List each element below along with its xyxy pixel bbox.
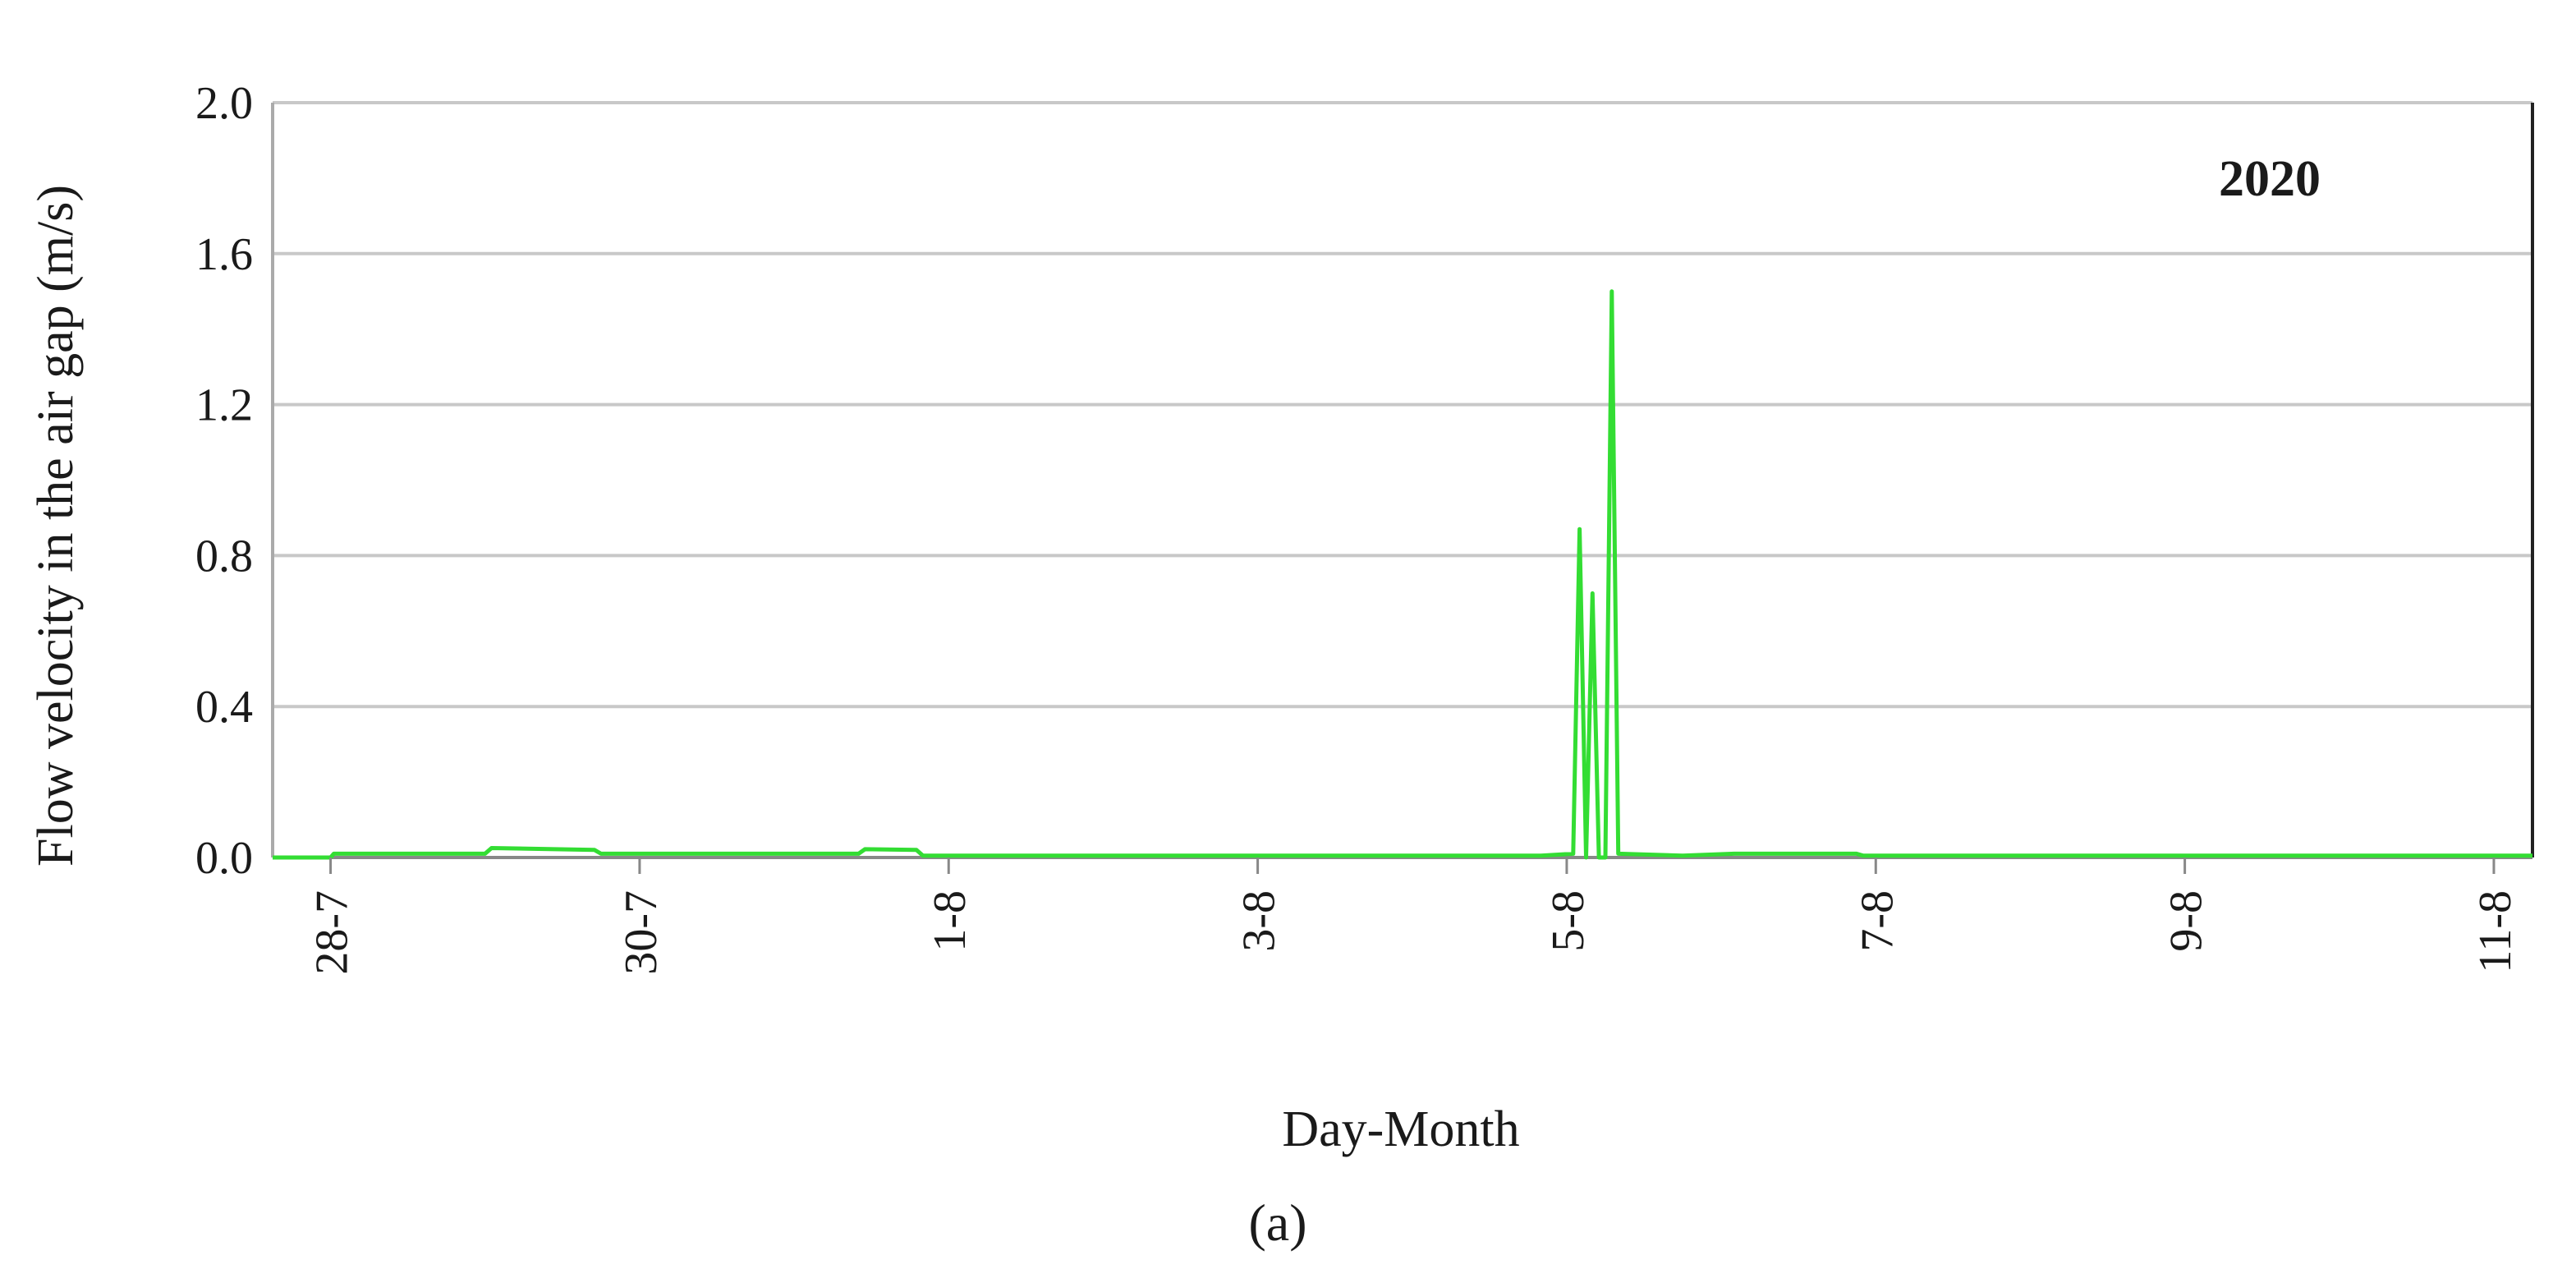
x-tick-label: 1-8 <box>925 890 976 952</box>
x-axis-title: Day-Month <box>1282 1101 1519 1157</box>
y-axis-title: Flow velocity in the air gap (m/s) <box>28 185 84 867</box>
x-tick-label: 30-7 <box>616 890 667 975</box>
x-tick-label: 11-8 <box>2470 890 2521 973</box>
y-tick-label: 0.0 <box>195 833 253 884</box>
x-tick-label: 28-7 <box>307 890 358 975</box>
x-tick-labels: 28-7 30-7 1-8 3-8 5-8 7-8 9-8 11-8 <box>307 857 2521 975</box>
panel-label: (a) <box>1248 1193 1306 1252</box>
y-tick-label: 1.6 <box>195 229 253 280</box>
year-annotation: 2020 <box>2219 151 2321 207</box>
x-tick-label: 9-8 <box>2161 890 2212 952</box>
series-layer <box>273 289 2532 860</box>
y-tick-label: 2.0 <box>195 78 253 129</box>
x-tick-label: 5-8 <box>1543 890 1594 952</box>
plot-frame <box>271 103 2534 857</box>
x-tick-label: 3-8 <box>1234 890 1285 952</box>
y-tick-label: 0.4 <box>195 682 253 733</box>
y-tick-label: 1.2 <box>195 380 253 431</box>
x-tick-label: 7-8 <box>1852 890 1903 952</box>
y-tick-label: 0.8 <box>195 531 253 582</box>
y-tick-labels: 0.0 0.4 0.8 1.2 1.6 2.0 <box>195 78 253 884</box>
grid-lines <box>273 101 2532 859</box>
series-line <box>273 289 2532 860</box>
